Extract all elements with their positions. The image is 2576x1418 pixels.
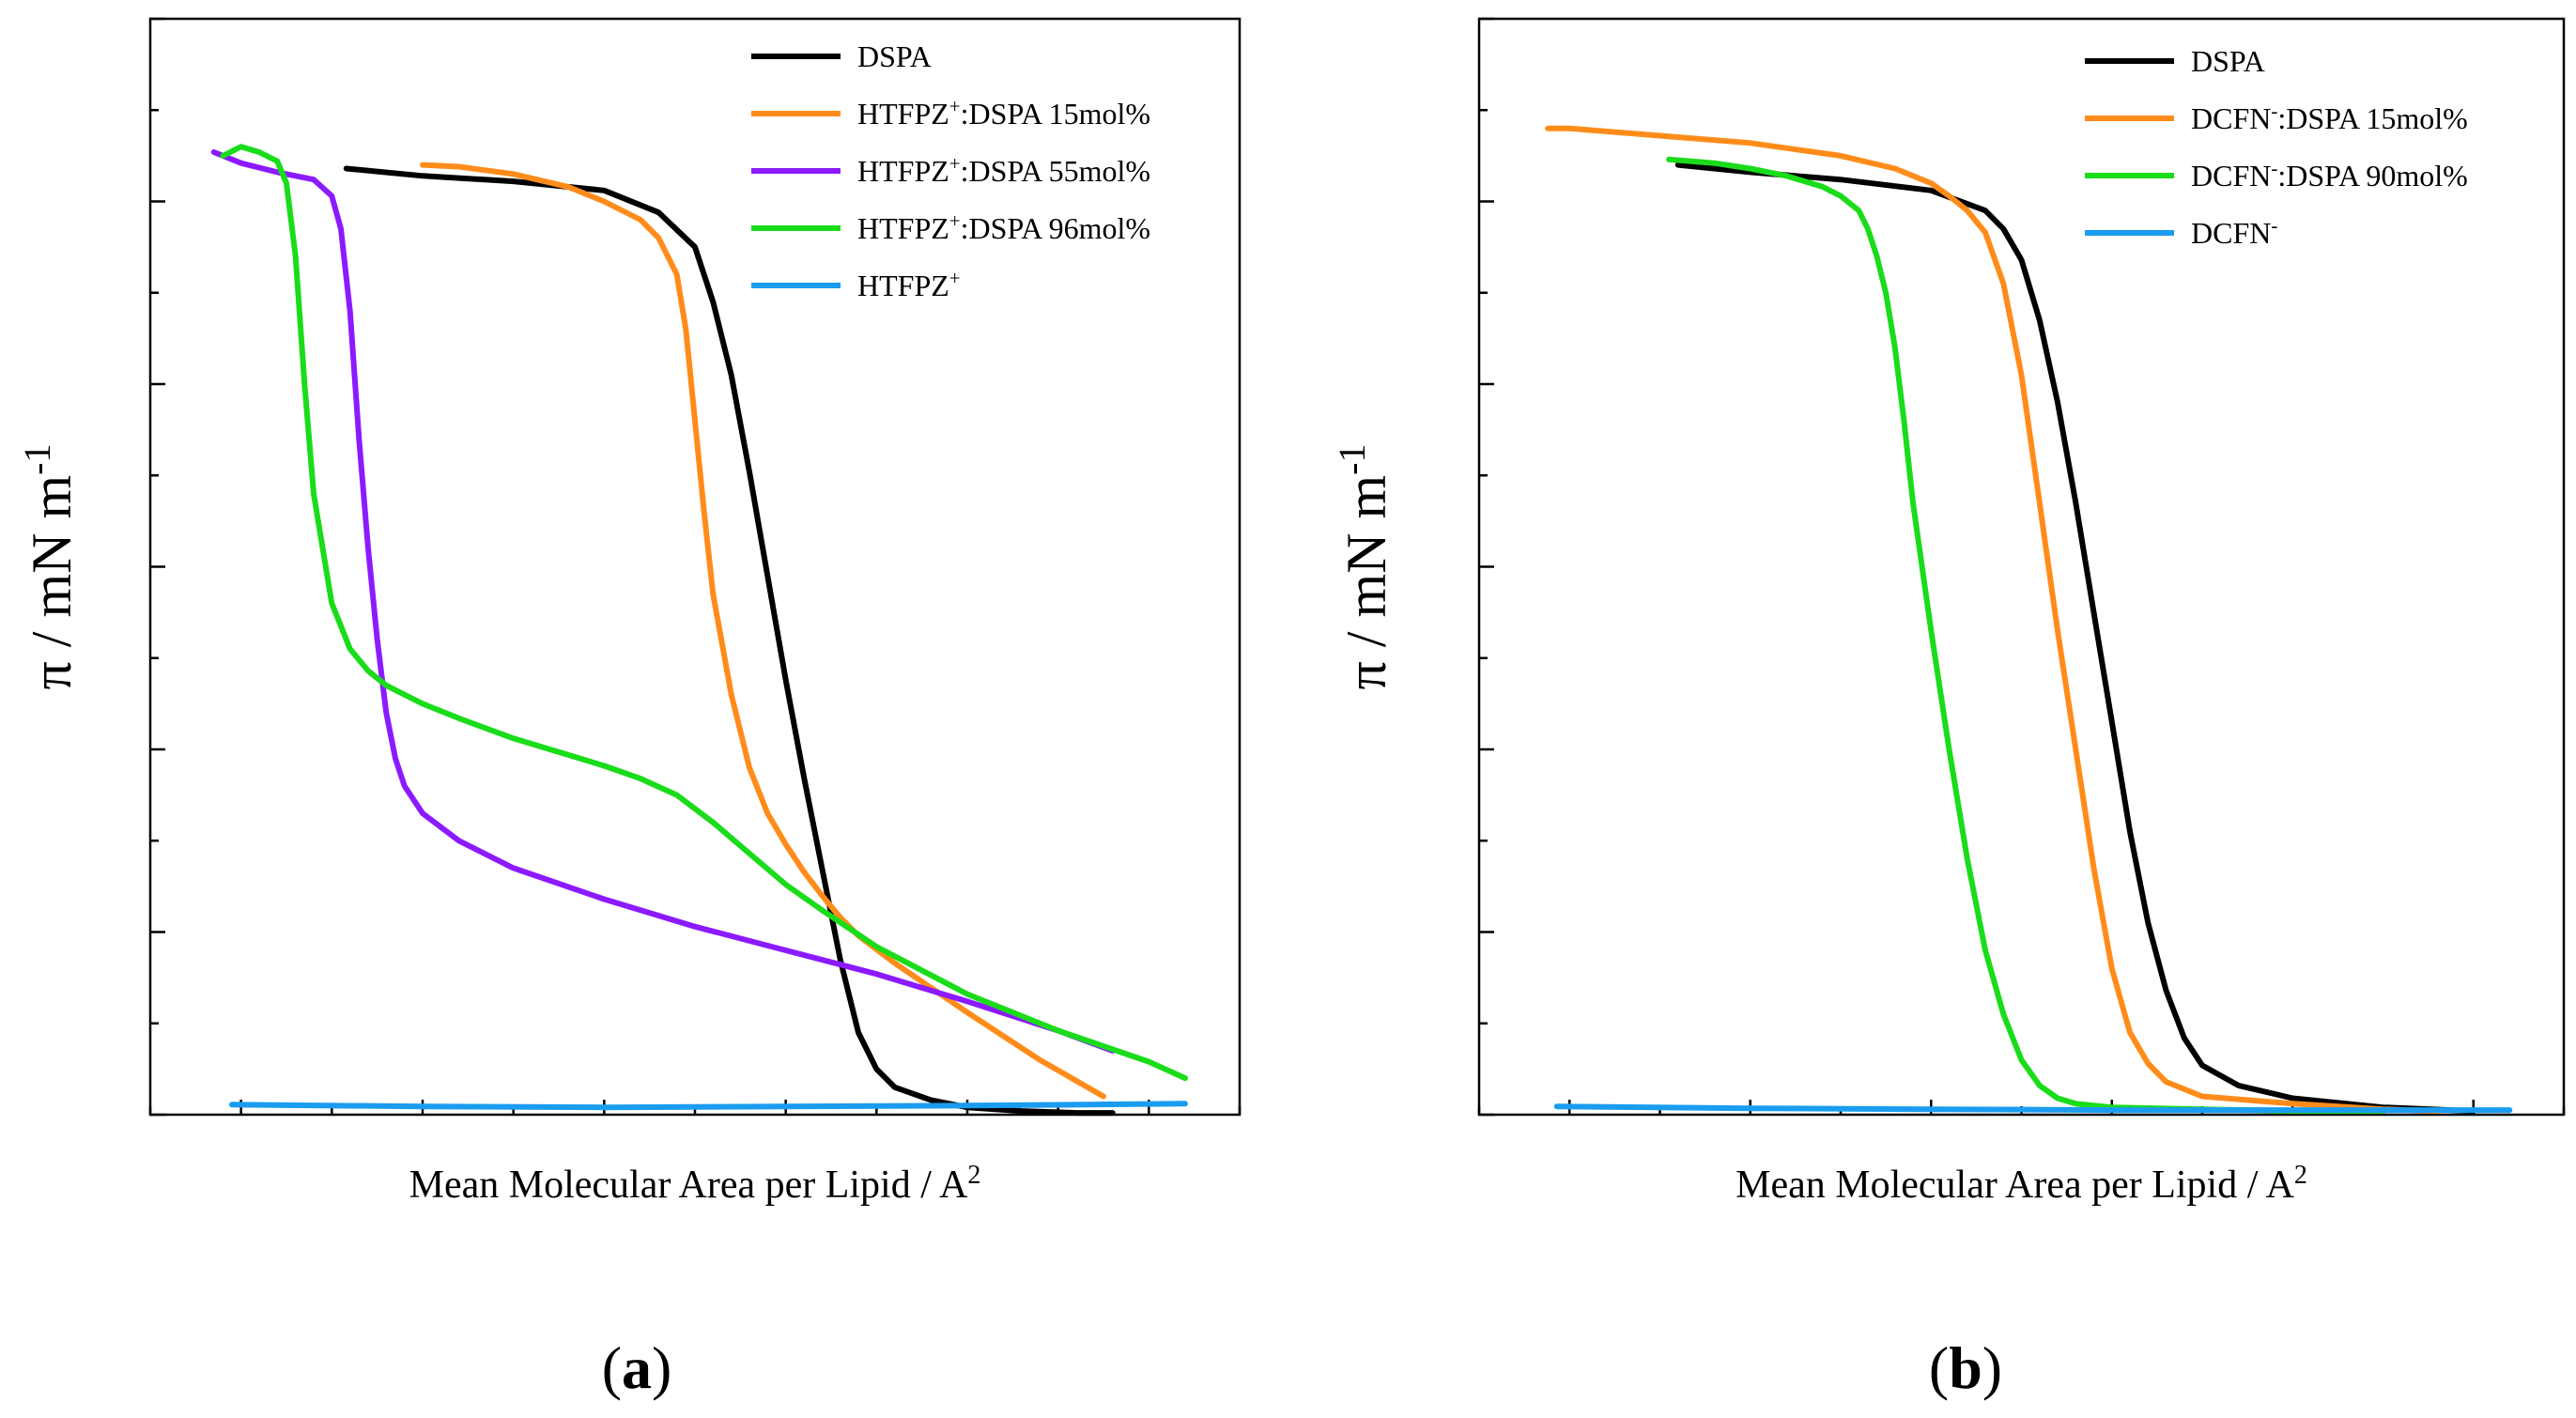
legend-entry-htfpz55: HTFPZ+:DSPA 55mol% (857, 152, 1150, 188)
series-line-dspa (1674, 162, 2476, 1115)
legend-entry-htfpz: HTFPZ+ (857, 267, 961, 302)
legend-entry-dcfn90: DCFN-:DSPA 90mol% (2191, 157, 2468, 193)
series-line-htfpz96 (220, 144, 1188, 1082)
series-line-dcfn90 (1666, 156, 2386, 1115)
legend-entry-htfpz96: HTFPZ+:DSPA 96mol% (857, 209, 1150, 245)
x-axis-title: Mean Molecular Area per Lipid / A2 (409, 1161, 981, 1208)
series-line-htfpz55 (210, 149, 1116, 1054)
legend-entry-dspa: DSPA (2191, 44, 2265, 78)
panel-label: (b) (1929, 1334, 2002, 1401)
series-line-dspa (343, 165, 1116, 1117)
legend-entry-dcfn: DCFN- (2191, 214, 2277, 250)
x-axis-title: Mean Molecular Area per Lipid / A2 (1735, 1161, 2307, 1208)
series-line-dcfn (1553, 1103, 2513, 1114)
legend-entry-dcfn15: DCFN-:DSPA 15mol% (2191, 100, 2468, 135)
series-line-htfpz15 (420, 162, 1106, 1100)
series-line-htfpz (229, 1101, 1188, 1111)
legend-entry-htfpz15: HTFPZ+:DSPA 15mol% (857, 95, 1150, 131)
panel-b-chart: DSPA DCFN-:DSPA 15mol% DCFN-:DSPA 90mol% DC… (1331, 17, 2566, 1401)
panel-a-chart: DSPA HTFPZ+:DSPA 15mol% HTFPZ+:DSPA 55mol%… (16, 17, 1242, 1401)
y-axis-title: π / mN m-1 (16, 444, 84, 690)
y-axis-title: π / mN m-1 (1331, 444, 1398, 690)
legend-entry-dspa: DSPA (857, 39, 932, 73)
series-line-dcfn15 (1545, 125, 2441, 1115)
panel-label: (a) (602, 1334, 672, 1401)
